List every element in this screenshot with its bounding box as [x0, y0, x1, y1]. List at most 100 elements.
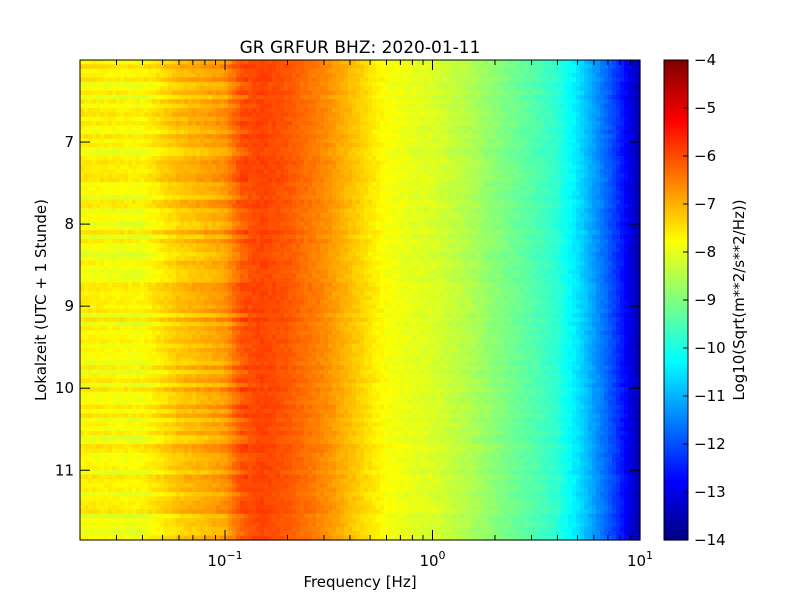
heatmap-cell: [204, 142, 209, 148]
heatmap-cell: [120, 195, 125, 201]
heatmap-cell: [192, 496, 197, 502]
heatmap-cell: [180, 513, 185, 519]
heatmap-cell: [204, 94, 209, 100]
heatmap-cell: [144, 365, 149, 371]
heatmap-cell: [148, 496, 153, 502]
heatmap-cell: [212, 396, 217, 401]
heatmap-cell: [248, 448, 253, 454]
heatmap-cell: [124, 518, 129, 524]
heatmap-cell: [244, 439, 249, 445]
heatmap-cell: [120, 426, 125, 432]
heatmap-cell: [208, 308, 213, 314]
heatmap-cell: [236, 465, 241, 471]
heatmap-cell: [204, 513, 209, 519]
heatmap-cell: [140, 474, 145, 480]
heatmap-cell: [100, 252, 105, 257]
heatmap-cell: [216, 177, 221, 183]
heatmap-cell: [172, 313, 177, 319]
heatmap-cell: [180, 238, 185, 244]
heatmap-cell: [156, 142, 161, 148]
heatmap-cell: [140, 321, 145, 327]
heatmap-cell: [80, 256, 85, 262]
heatmap-cell: [132, 470, 137, 476]
heatmap-cell: [176, 221, 181, 227]
heatmap-cell: [196, 505, 201, 511]
heatmap-cell: [108, 343, 113, 349]
heatmap-cell: [120, 225, 125, 231]
heatmap-cell: [132, 90, 137, 96]
heatmap-cell: [84, 308, 89, 314]
heatmap-cell: [136, 496, 141, 502]
heatmap-cell: [148, 125, 153, 131]
heatmap-cell: [88, 142, 93, 148]
heatmap-cell: [180, 103, 185, 109]
heatmap-cell: [224, 465, 229, 471]
heatmap-cell: [244, 348, 249, 353]
heatmap-cell: [124, 505, 129, 511]
heatmap-cell: [88, 465, 93, 471]
heatmap-cell: [144, 108, 149, 113]
heatmap-cell: [116, 308, 121, 314]
heatmap-cell: [176, 396, 181, 401]
heatmap-cell: [80, 404, 85, 410]
heatmap-cell: [84, 478, 89, 484]
heatmap-cell: [168, 256, 173, 262]
heatmap-cell: [92, 208, 97, 214]
heatmap-cell: [152, 160, 157, 166]
heatmap-cell: [188, 247, 193, 253]
heatmap-cell: [136, 156, 141, 161]
heatmap-cell: [200, 182, 205, 188]
heatmap-cell: [84, 129, 89, 135]
heatmap-cell: [124, 151, 129, 157]
heatmap-cell: [88, 116, 93, 122]
heatmap-cell: [136, 470, 141, 476]
heatmap-cell: [244, 361, 249, 367]
heatmap-cell: [212, 321, 217, 327]
heatmap-cell: [252, 238, 257, 244]
heatmap-cell: [220, 439, 225, 445]
heatmap-cell: [160, 457, 165, 463]
heatmap-cell: [144, 513, 149, 519]
heatmap-cell: [232, 352, 237, 358]
heatmap-cell: [192, 260, 197, 266]
heatmap-cell: [132, 313, 137, 319]
heatmap-cell: [92, 147, 97, 153]
heatmap-cell: [192, 378, 197, 384]
heatmap-cell: [84, 177, 89, 183]
heatmap-cell: [144, 295, 149, 301]
heatmap-cell: [104, 273, 109, 279]
heatmap-cell: [140, 448, 145, 454]
heatmap-cell: [80, 68, 85, 74]
heatmap-cell: [176, 300, 181, 305]
heatmap-cell: [240, 400, 245, 406]
heatmap-cell: [236, 238, 241, 244]
heatmap-cell: [232, 125, 237, 131]
heatmap-cell: [96, 404, 101, 410]
heatmap-cell: [80, 73, 85, 79]
heatmap-cell: [200, 225, 205, 231]
heatmap-cell: [244, 531, 249, 537]
heatmap-cell: [156, 177, 161, 183]
heatmap-cell: [120, 452, 125, 458]
heatmap-cell: [92, 444, 97, 449]
heatmap-cell: [96, 417, 101, 423]
heatmap-cell: [140, 348, 145, 353]
heatmap-cell: [220, 487, 225, 493]
heatmap-cell: [100, 334, 105, 340]
heatmap-cell: [220, 81, 225, 87]
heatmap-cell: [144, 129, 149, 135]
heatmap-cell: [104, 234, 109, 240]
heatmap-cell: [104, 474, 109, 480]
heatmap-cell: [200, 142, 205, 148]
heatmap-cell: [116, 304, 121, 310]
heatmap-cell: [156, 378, 161, 384]
heatmap-cell: [180, 112, 185, 118]
heatmap-cell: [84, 81, 89, 87]
heatmap-cell: [80, 444, 85, 449]
heatmap-cell: [196, 238, 201, 244]
heatmap-cell: [168, 234, 173, 240]
heatmap-cell: [192, 182, 197, 188]
heatmap-cell: [104, 291, 109, 297]
heatmap-cell: [172, 243, 177, 249]
heatmap-cell: [236, 64, 241, 70]
